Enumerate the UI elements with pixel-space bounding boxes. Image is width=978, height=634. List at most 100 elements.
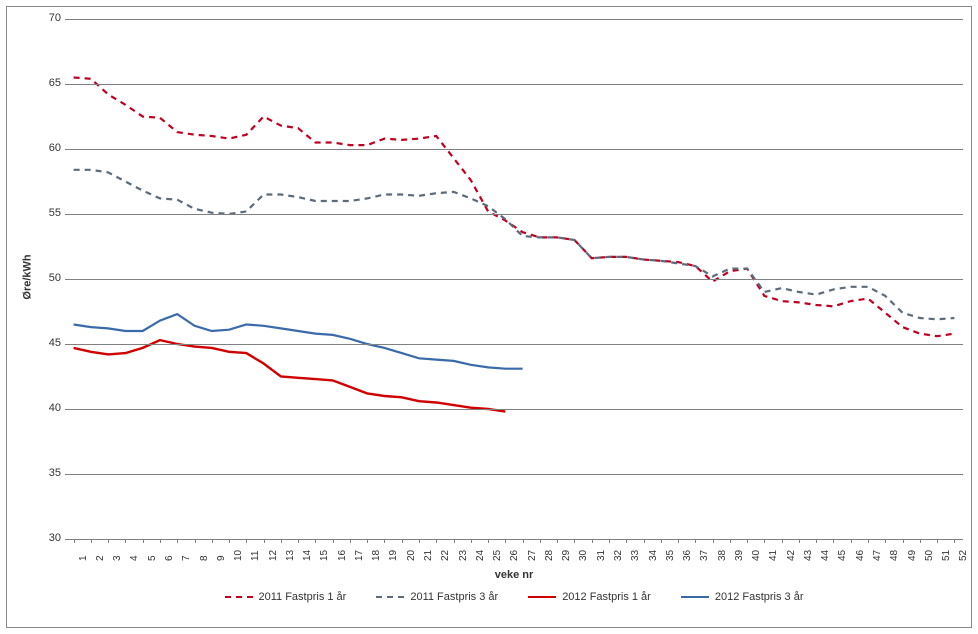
- x-tick-label: 39: [734, 550, 745, 561]
- x-tick-label: 35: [665, 550, 676, 561]
- x-tick-label: 52: [958, 550, 969, 561]
- x-tick-label: 9: [216, 555, 227, 561]
- x-tick-label: 34: [648, 550, 659, 561]
- x-tick-label: 5: [147, 555, 158, 561]
- x-tick-mark: [540, 539, 541, 543]
- legend-item: 2012 Fastpris 1 år: [528, 591, 651, 603]
- x-tick-label: 7: [181, 555, 192, 561]
- x-tick-label: 6: [164, 555, 175, 561]
- x-tick-mark: [868, 539, 869, 543]
- series-line: [74, 170, 955, 319]
- x-tick-label: 48: [889, 550, 900, 561]
- x-tick-label: 29: [561, 550, 572, 561]
- x-tick-label: 28: [544, 550, 555, 561]
- series-line: [74, 78, 955, 337]
- x-tick-label: 12: [268, 550, 279, 561]
- x-tick-mark: [402, 539, 403, 543]
- x-tick-mark: [557, 539, 558, 543]
- x-tick-label: 10: [233, 550, 244, 561]
- x-tick-label: 19: [388, 550, 399, 561]
- chart-frame: 303540455055606570 123456789101112131415…: [6, 6, 972, 628]
- legend-swatch: [681, 596, 709, 598]
- gridline: [65, 214, 963, 215]
- x-tick-mark: [125, 539, 126, 543]
- x-tick-mark: [626, 539, 627, 543]
- y-tick-label: 45: [31, 337, 61, 349]
- x-tick-mark: [264, 539, 265, 543]
- x-tick-label: 37: [699, 550, 710, 561]
- legend-swatch: [376, 596, 404, 598]
- x-tick-label: 50: [924, 550, 935, 561]
- x-tick-label: 41: [768, 550, 779, 561]
- x-tick-label: 25: [492, 550, 503, 561]
- x-tick-label: 30: [578, 550, 589, 561]
- y-tick-label: 35: [31, 467, 61, 479]
- x-tick-label: 46: [855, 550, 866, 561]
- x-tick-mark: [747, 539, 748, 543]
- x-tick-mark: [592, 539, 593, 543]
- gridline: [65, 474, 963, 475]
- gridline: [65, 539, 963, 540]
- x-tick-label: 31: [596, 550, 607, 561]
- legend-item: 2011 Fastpris 1 år: [225, 591, 347, 603]
- x-tick-label: 20: [406, 550, 417, 561]
- x-tick-mark: [177, 539, 178, 543]
- x-tick-mark: [471, 539, 472, 543]
- y-tick-label: 65: [31, 77, 61, 89]
- x-tick-label: 13: [285, 550, 296, 561]
- x-tick-mark: [488, 539, 489, 543]
- x-tick-label: 2: [95, 555, 106, 561]
- x-tick-label: 45: [837, 550, 848, 561]
- x-tick-mark: [695, 539, 696, 543]
- legend: 2011 Fastpris 1 år 2011 Fastpris 3 år 2012…: [65, 591, 963, 603]
- x-tick-mark: [505, 539, 506, 543]
- legend-item: 2012 Fastpris 3 år: [681, 591, 804, 603]
- y-tick-label: 55: [31, 207, 61, 219]
- x-tick-mark: [143, 539, 144, 543]
- x-tick-label: 26: [509, 550, 520, 561]
- legend-label: 2011 Fastpris 1 år: [259, 591, 347, 603]
- x-tick-mark: [609, 539, 610, 543]
- x-tick-mark: [108, 539, 109, 543]
- x-tick-mark: [833, 539, 834, 543]
- x-tick-mark: [454, 539, 455, 543]
- x-tick-mark: [246, 539, 247, 543]
- legend-label: 2012 Fastpris 1 år: [562, 591, 651, 603]
- gridline: [65, 409, 963, 410]
- x-tick-mark: [315, 539, 316, 543]
- x-tick-mark: [661, 539, 662, 543]
- x-tick-mark: [333, 539, 334, 543]
- x-tick-mark: [678, 539, 679, 543]
- x-tick-label: 42: [786, 550, 797, 561]
- x-tick-label: 38: [717, 550, 728, 561]
- x-tick-label: 17: [354, 550, 365, 561]
- series-line: [74, 340, 506, 412]
- x-tick-mark: [195, 539, 196, 543]
- x-tick-label: 3: [112, 555, 123, 561]
- x-tick-mark: [298, 539, 299, 543]
- x-tick-label: 51: [941, 550, 952, 561]
- x-tick-mark: [937, 539, 938, 543]
- y-tick-label: 50: [31, 272, 61, 284]
- x-tick-label: 16: [337, 550, 348, 561]
- gridline: [65, 149, 963, 150]
- y-tick-label: 40: [31, 402, 61, 414]
- y-axis-title: Øre/kWh: [22, 254, 34, 299]
- legend-label: 2011 Fastpris 3 år: [410, 591, 498, 603]
- legend-label: 2012 Fastpris 3 år: [715, 591, 804, 603]
- series-line: [74, 314, 523, 369]
- x-tick-label: 1: [78, 555, 89, 561]
- gridline: [65, 279, 963, 280]
- x-tick-mark: [74, 539, 75, 543]
- x-tick-mark: [851, 539, 852, 543]
- x-tick-mark: [229, 539, 230, 543]
- x-tick-label: 49: [907, 550, 918, 561]
- x-tick-label: 15: [319, 550, 330, 561]
- x-tick-label: 47: [872, 550, 883, 561]
- x-tick-mark: [91, 539, 92, 543]
- x-tick-label: 32: [613, 550, 624, 561]
- x-tick-label: 21: [423, 550, 434, 561]
- x-axis-title: veke nr: [65, 569, 963, 581]
- x-tick-label: 23: [458, 550, 469, 561]
- x-tick-mark: [419, 539, 420, 543]
